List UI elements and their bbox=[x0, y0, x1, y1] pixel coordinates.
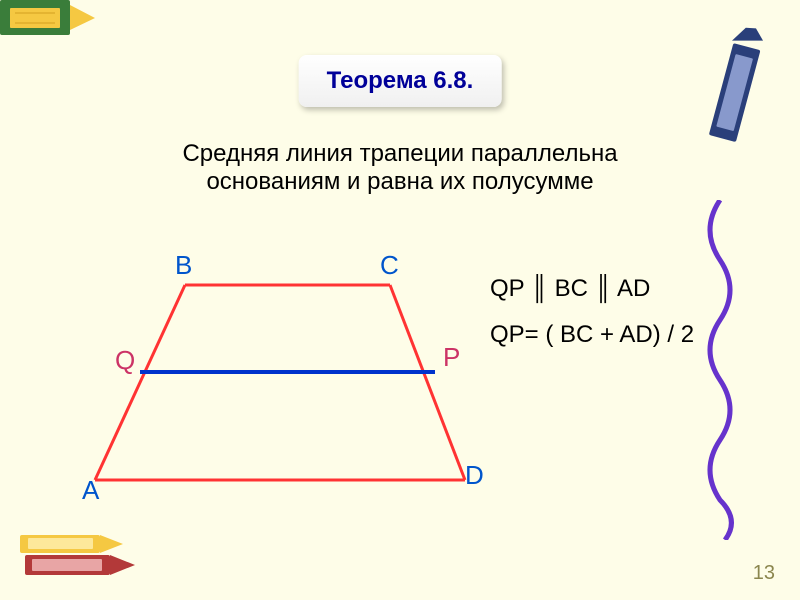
formula-parallel: QP ║ BC ║ AD bbox=[490, 275, 694, 303]
theorem-title: Теорема 6.8. bbox=[327, 67, 474, 94]
crayon-blue-icon bbox=[700, 25, 770, 175]
page-number: 13 bbox=[753, 562, 775, 585]
crayon-yellow-icon bbox=[0, 0, 100, 60]
formula-midline: QP= ( BC + AD) / 2 bbox=[490, 321, 694, 349]
vertex-label-P: P bbox=[443, 342, 460, 373]
crayon-group-icon bbox=[20, 530, 150, 590]
vertex-label-D: D bbox=[465, 460, 484, 491]
vertex-label-Q: Q bbox=[115, 345, 135, 376]
vertex-label-A: A bbox=[82, 475, 99, 506]
trapezoid-diagram: B C Q P A D bbox=[70, 250, 510, 530]
vertex-label-C: C bbox=[380, 250, 399, 281]
formulas: QP ║ BC ║ AD QP= ( BC + AD) / 2 bbox=[490, 275, 694, 367]
vertex-label-B: B bbox=[175, 250, 192, 281]
description-line-1: Средняя линия трапеции параллельна bbox=[100, 140, 700, 168]
description-line-2: основаниям и равна их полусумме bbox=[100, 168, 700, 196]
squiggle-icon bbox=[690, 200, 750, 540]
theorem-box: Теорема 6.8. bbox=[299, 55, 502, 107]
theorem-description: Средняя линия трапеции параллельна основ… bbox=[100, 140, 700, 196]
